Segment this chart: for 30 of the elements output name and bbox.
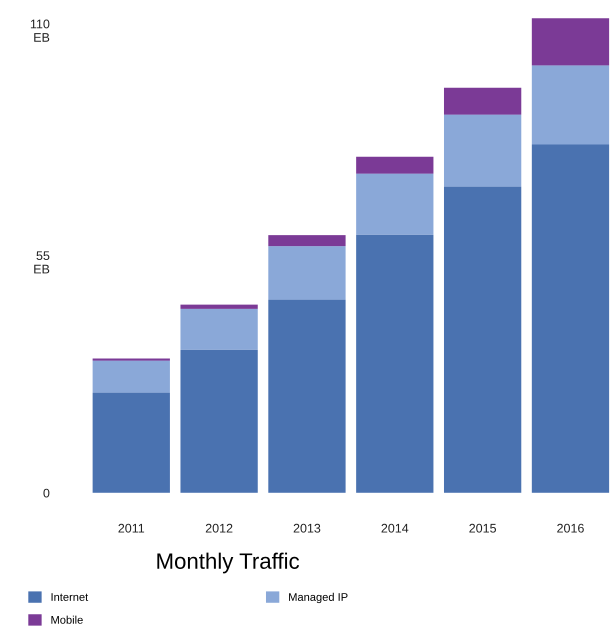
x-tick-label: 2011	[118, 524, 144, 533]
bar	[444, 114, 522, 187]
text: Monthly Traffic	[157, 552, 300, 574]
bar	[532, 65, 610, 145]
bar	[444, 186, 522, 493]
y-tick-label: 0	[43, 488, 50, 498]
x-tick-label: 2016	[557, 524, 584, 533]
bar	[532, 144, 610, 493]
bar	[356, 234, 434, 493]
legend-label: Mobile	[51, 616, 83, 624]
bar	[180, 350, 258, 493]
bar	[92, 360, 170, 393]
x-tick-label: 2014	[382, 524, 408, 533]
bar	[180, 304, 258, 309]
bar	[92, 392, 170, 493]
bar	[356, 174, 434, 235]
legend-label: Managed IP	[289, 592, 348, 604]
legend-label: Internet	[52, 593, 88, 601]
bar	[268, 246, 346, 300]
x-tick-label: 2015	[469, 524, 496, 533]
bar	[444, 88, 522, 115]
x-tick-label: 2013	[294, 524, 320, 533]
y-tick-label: 110 EB	[30, 20, 50, 42]
bar	[268, 235, 346, 246]
y-tick-label: 55 EB	[34, 251, 50, 274]
x-tick-label: 2012	[206, 524, 232, 533]
bar	[356, 156, 434, 174]
bar	[532, 18, 610, 66]
bar	[268, 300, 346, 493]
bar	[180, 308, 258, 350]
